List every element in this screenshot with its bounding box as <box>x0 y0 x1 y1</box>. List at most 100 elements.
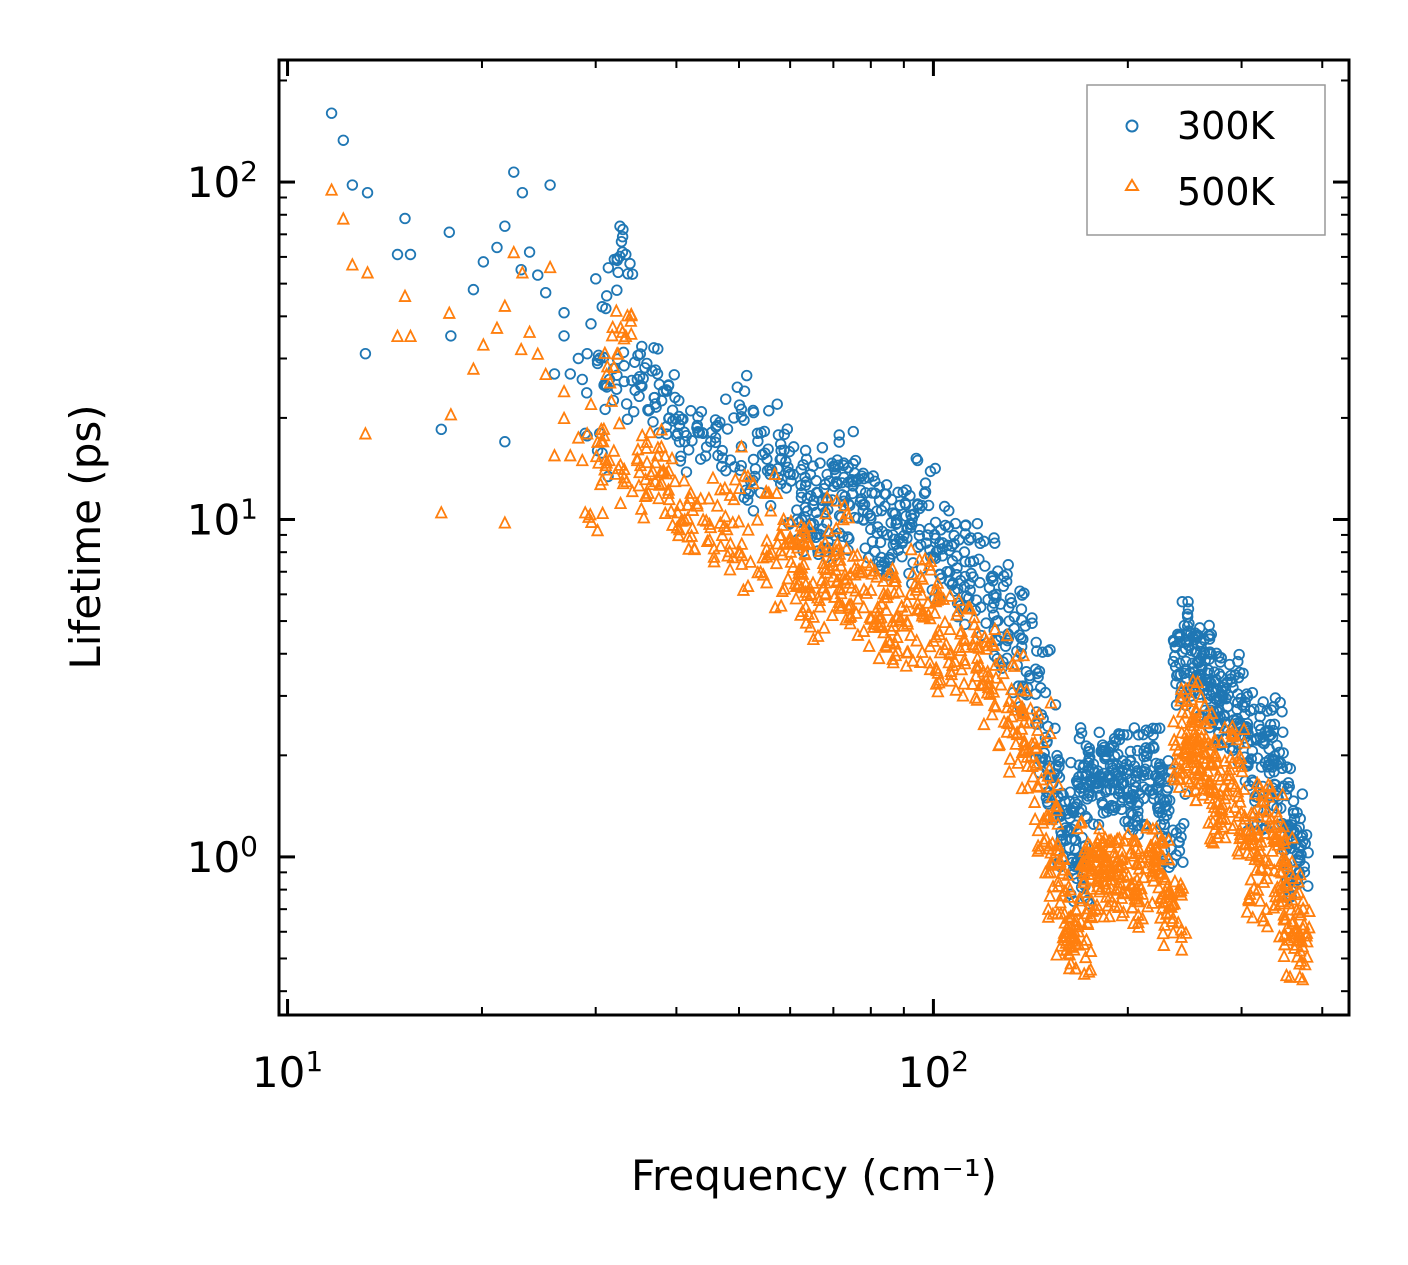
point-500k <box>1140 820 1154 834</box>
point-500k <box>1061 879 1076 893</box>
point-300k <box>859 487 872 499</box>
point-300k <box>1163 804 1175 817</box>
point-300k <box>1075 727 1088 739</box>
point-500k <box>909 582 923 596</box>
point-500k <box>822 560 837 575</box>
point-500k <box>1237 721 1251 735</box>
point-500k <box>476 337 491 351</box>
point-500k <box>1051 873 1065 887</box>
point-500k <box>988 657 1003 671</box>
point-500k <box>702 532 717 546</box>
point-300k <box>1123 791 1135 804</box>
point-300k <box>987 589 1000 602</box>
point-500k <box>751 564 765 579</box>
point-500k <box>1006 725 1020 739</box>
point-300k <box>499 436 511 448</box>
point-500k <box>1043 779 1057 793</box>
point-300k <box>1083 764 1095 776</box>
point-500k <box>759 485 773 499</box>
point-500k <box>1023 701 1038 715</box>
point-500k <box>1179 925 1193 939</box>
point-500k <box>1174 693 1188 707</box>
point-300k <box>673 436 686 448</box>
point-500k <box>1027 794 1042 808</box>
point-500k <box>929 676 943 690</box>
point-500k <box>1259 901 1273 916</box>
point-500k <box>962 600 977 614</box>
point-300k <box>1158 813 1170 825</box>
point-500k <box>746 475 761 490</box>
point-500k <box>1117 833 1131 847</box>
point-300k <box>628 406 640 418</box>
point-300k <box>621 413 634 425</box>
point-500k <box>1041 909 1055 923</box>
point-500k <box>603 375 617 389</box>
point-500k <box>1041 865 1056 879</box>
point-500k <box>782 534 797 548</box>
point-500k <box>1278 926 1292 941</box>
point-500k <box>1189 701 1203 716</box>
point-500k <box>637 510 651 524</box>
point-500k <box>1277 831 1292 846</box>
point-300k <box>1004 592 1017 604</box>
point-300k <box>999 640 1012 652</box>
point-500k <box>765 544 779 559</box>
point-500k <box>600 359 615 373</box>
point-500k <box>848 560 862 575</box>
point-500k <box>684 528 699 542</box>
point-300k <box>1170 827 1183 839</box>
point-500k <box>1180 705 1194 719</box>
point-500k <box>1077 874 1091 889</box>
point-300k <box>1205 677 1217 689</box>
point-500k <box>1055 888 1069 902</box>
point-500k <box>1104 839 1118 853</box>
point-300k <box>1257 731 1269 743</box>
point-300k <box>1182 603 1195 615</box>
point-500k <box>643 424 657 439</box>
point-300k <box>778 428 791 441</box>
point-500k <box>994 677 1008 691</box>
point-500k <box>1166 925 1180 939</box>
point-500k <box>1099 868 1113 882</box>
point-500k <box>1056 862 1071 876</box>
point-500k <box>924 553 938 567</box>
point-500k <box>1156 925 1170 940</box>
point-500k <box>1107 844 1122 859</box>
point-500k <box>1051 878 1065 892</box>
point-500k <box>775 547 789 561</box>
point-300k <box>931 544 944 557</box>
point-500k <box>985 706 999 721</box>
point-300k <box>963 534 975 546</box>
point-500k <box>870 569 884 583</box>
point-300k <box>668 369 680 381</box>
point-500k <box>664 503 678 517</box>
point-500k <box>1166 713 1181 728</box>
point-300k <box>614 220 626 232</box>
point-500k <box>879 639 893 653</box>
point-300k <box>1020 666 1033 678</box>
point-300k <box>1093 726 1105 739</box>
point-500k <box>900 616 915 630</box>
point-300k <box>616 230 629 243</box>
point-500k <box>764 503 778 517</box>
point-500k <box>658 448 672 462</box>
point-300k <box>1121 729 1133 741</box>
point-300k <box>906 513 918 525</box>
point-300k <box>929 516 942 529</box>
point-300k <box>1137 728 1149 741</box>
point-500k <box>683 490 697 504</box>
point-500k <box>1176 764 1191 779</box>
point-300k <box>949 517 962 530</box>
point-300k <box>1154 722 1166 734</box>
point-500k <box>1279 853 1294 867</box>
point-500k <box>654 439 669 453</box>
point-500k <box>1069 935 1083 950</box>
point-500k <box>1051 905 1065 920</box>
point-300k <box>1070 819 1082 831</box>
point-500k <box>610 346 624 360</box>
point-300k <box>669 413 682 425</box>
point-300k <box>814 457 826 469</box>
point-300k <box>523 246 536 258</box>
point-500k <box>1267 830 1281 845</box>
point-500k <box>871 599 885 614</box>
